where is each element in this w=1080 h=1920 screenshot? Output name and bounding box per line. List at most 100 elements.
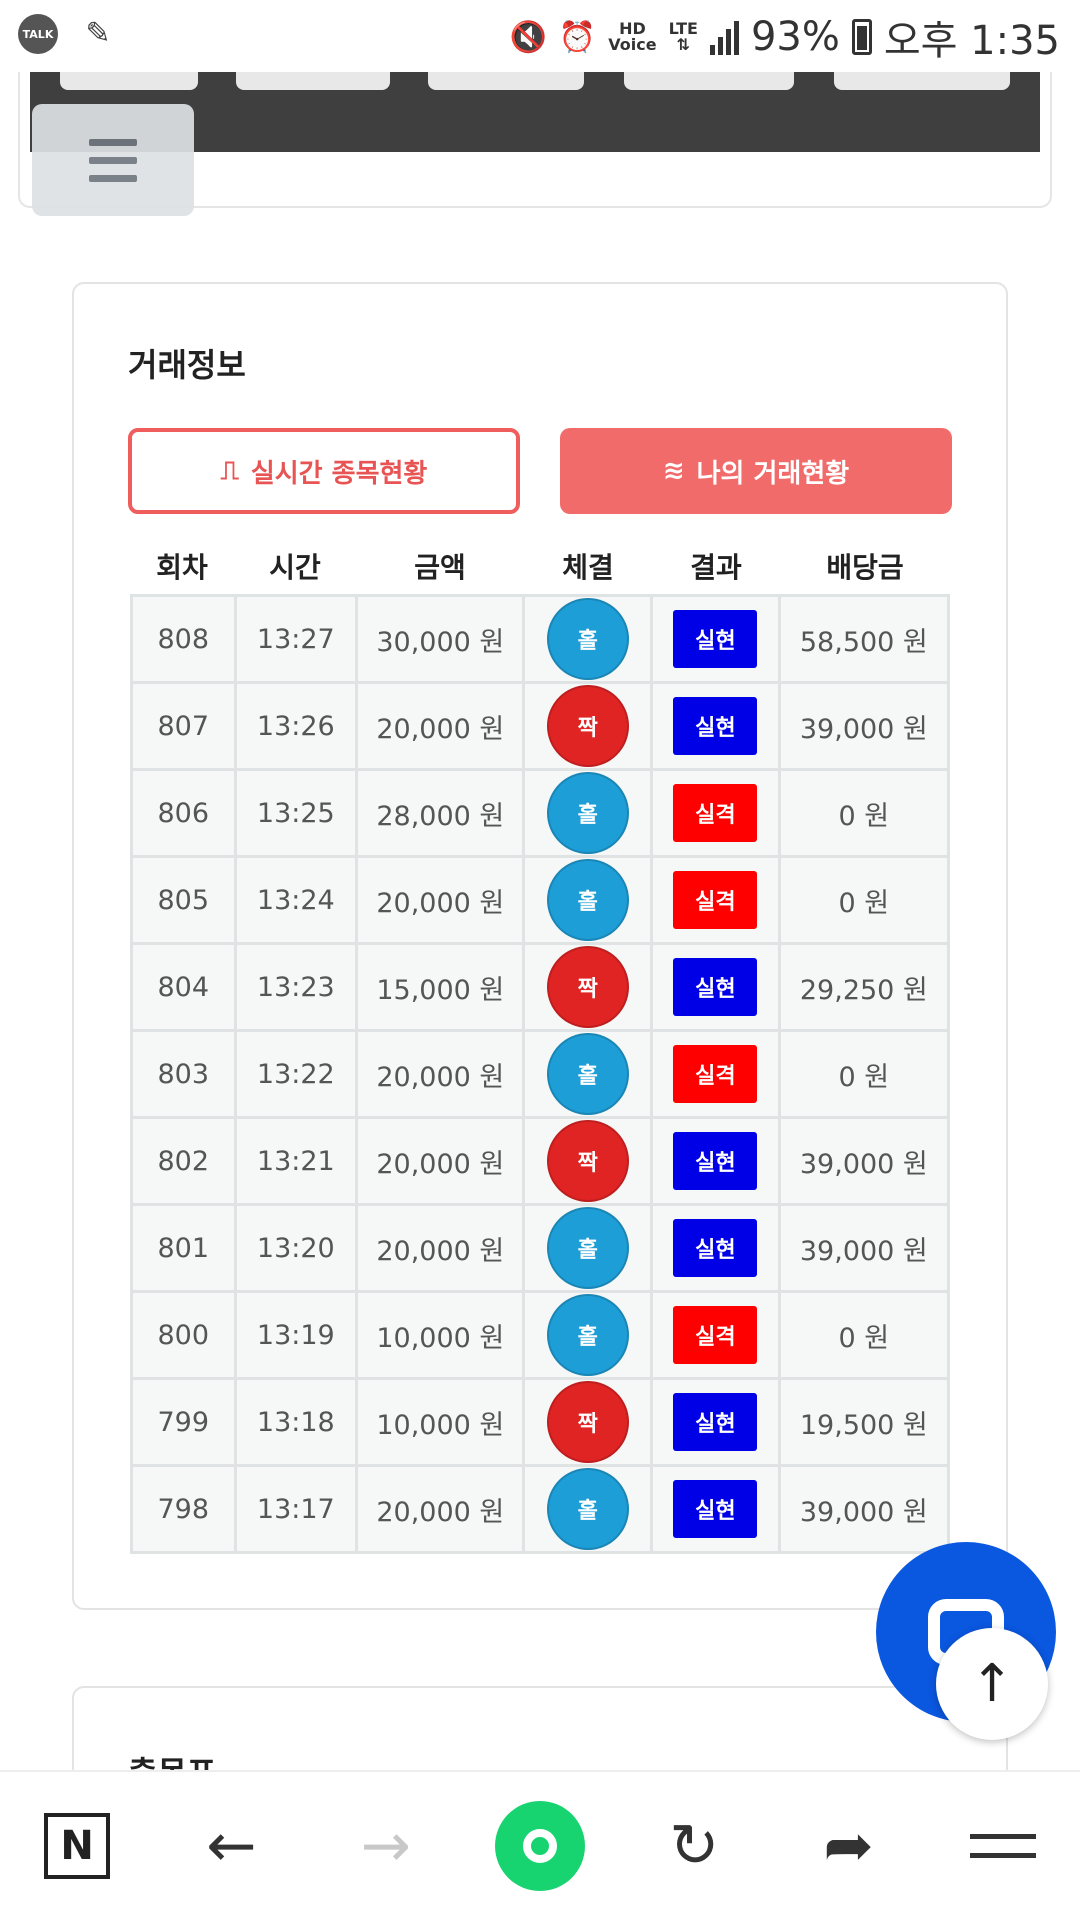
cell-round: 803 [130, 1029, 237, 1119]
cell-payout: 39,000 원 [777, 1464, 951, 1554]
nav-tab[interactable] [60, 72, 198, 90]
home-button[interactable] [490, 1796, 590, 1896]
cell-time: 13:17 [233, 1464, 359, 1554]
cell-time: 13:25 [233, 768, 359, 858]
realtime-status-button[interactable]: ⎍ 실시간 종목현황 [128, 428, 520, 514]
back-arrow-icon: ← [206, 1811, 257, 1881]
lte-indicator: LTE ⇅ [668, 19, 698, 54]
forward-button[interactable]: → [336, 1796, 436, 1896]
lte-label: LTE [668, 19, 698, 38]
cell-result: 실현 [650, 1464, 781, 1554]
cell-result: 실현 [650, 681, 781, 771]
pick-badge: 홀 [546, 1294, 629, 1376]
share-button[interactable]: ➦ [799, 1796, 899, 1896]
pick-badge: 홀 [546, 859, 629, 941]
hd-voice-indicator: HD Voice [608, 21, 656, 53]
realtime-status-label: 실시간 종목현황 [250, 458, 428, 489]
signal-icon [709, 19, 739, 55]
cell-result: 실현 [650, 1377, 781, 1467]
cell-result: 실현 [650, 1116, 781, 1206]
hamburger-menu-button[interactable] [32, 104, 194, 216]
cell-round: 806 [130, 768, 237, 858]
kakaotalk-icon: TALK [18, 14, 58, 54]
cell-round: 799 [130, 1377, 237, 1467]
result-badge: 실격 [673, 871, 758, 929]
cell-payout: 0 원 [777, 1029, 951, 1119]
cell-payout: 39,000 원 [777, 1203, 951, 1293]
cell-time: 13:27 [233, 594, 359, 684]
mute-icon: 🔇 [509, 19, 547, 55]
nav-tab[interactable] [236, 72, 390, 90]
result-badge: 실현 [673, 1393, 758, 1451]
pick-badge: 홀 [546, 772, 629, 854]
table-row: 807 13:26 20,000 원 짝 실현 39,000 원 [130, 681, 951, 771]
table-header: 회차 시간 금액 체결 결과 배당금 [130, 546, 950, 590]
table-row: 804 13:23 15,000 원 짝 실현 29,250 원 [130, 942, 951, 1032]
result-badge: 실격 [673, 784, 758, 842]
cell-time: 13:20 [233, 1203, 359, 1293]
cell-result: 실현 [650, 1203, 781, 1293]
home-icon [494, 1801, 585, 1891]
my-trades-button[interactable]: ≋ 나의 거래현황 [560, 428, 952, 514]
cell-result: 실격 [650, 1290, 781, 1380]
cell-payout: 58,500 원 [777, 594, 951, 684]
result-badge: 실격 [673, 1306, 758, 1364]
cell-result: 실격 [650, 1029, 781, 1119]
cell-time: 13:21 [233, 1116, 359, 1206]
trade-table: 808 13:27 30,000 원 홀 실현 58,500 원 807 13:26 20,00… [130, 594, 951, 1554]
battery-icon [851, 19, 872, 55]
cell-payout: 39,000 원 [777, 1116, 951, 1206]
cell-result: 실현 [650, 942, 781, 1032]
cell-amount: 20,000 원 [355, 1029, 526, 1119]
cell-amount: 20,000 원 [355, 681, 526, 771]
cell-round: 804 [130, 942, 237, 1032]
cell-amount: 15,000 원 [355, 942, 526, 1032]
battery-percent: 93% [750, 14, 840, 60]
scroll-top-button[interactable]: ↑ [936, 1628, 1048, 1740]
table-row: 802 13:21 20,000 원 짝 실현 39,000 원 [130, 1116, 951, 1206]
cell-pick: 짝 [522, 942, 654, 1032]
result-badge: 실현 [673, 958, 758, 1016]
cell-round: 801 [130, 1203, 237, 1293]
cell-pick: 홀 [522, 768, 654, 858]
table-row: 803 13:22 20,000 원 홀 실격 0 원 [130, 1029, 951, 1119]
table-row: 798 13:17 20,000 원 홀 실현 39,000 원 [130, 1464, 951, 1554]
pick-badge: 짝 [546, 1381, 629, 1463]
nav-tab[interactable] [624, 72, 794, 90]
nav-tab[interactable] [834, 72, 1010, 90]
cell-time: 13:18 [233, 1377, 359, 1467]
waves-icon: ≋ [662, 456, 685, 486]
cell-amount: 30,000 원 [355, 594, 526, 684]
cell-result: 실현 [650, 594, 781, 684]
refresh-button[interactable]: ↻ [644, 1796, 744, 1896]
cell-pick: 짝 [522, 1377, 654, 1467]
table-row: 808 13:27 30,000 원 홀 실현 58,500 원 [130, 594, 951, 684]
header-amount: 금액 [414, 551, 466, 584]
table-row: 805 13:24 20,000 원 홀 실격 0 원 [130, 855, 951, 945]
talk-label: TALK [22, 27, 54, 41]
pick-badge: 홀 [546, 1468, 629, 1550]
pick-badge: 짝 [546, 946, 629, 1028]
cell-time: 13:19 [233, 1290, 359, 1380]
cell-payout: 0 원 [777, 1290, 951, 1380]
cell-amount: 10,000 원 [355, 1290, 526, 1380]
back-button[interactable]: ← [181, 1796, 281, 1896]
cell-round: 798 [130, 1464, 237, 1554]
arrow-up-icon: ↑ [970, 1654, 1014, 1714]
cell-round: 807 [130, 681, 237, 771]
cell-pick: 짝 [522, 681, 654, 771]
naver-home-button[interactable]: N [27, 1796, 127, 1896]
cell-payout: 19,500 원 [777, 1377, 951, 1467]
alarm-icon: ⏰ [558, 19, 597, 55]
table-row: 806 13:25 28,000 원 홀 실격 0 원 [130, 768, 951, 858]
header-pick: 체결 [562, 551, 614, 584]
menu-icon [969, 1834, 1036, 1858]
nav-tab[interactable] [428, 72, 584, 90]
cell-payout: 39,000 원 [777, 681, 951, 771]
result-badge: 실현 [673, 1132, 758, 1190]
menu-button[interactable] [953, 1796, 1053, 1896]
my-trades-label: 나의 거래현황 [696, 458, 850, 489]
cell-time: 13:22 [233, 1029, 359, 1119]
forward-arrow-icon: → [360, 1811, 411, 1881]
pick-badge: 홀 [546, 1207, 629, 1289]
